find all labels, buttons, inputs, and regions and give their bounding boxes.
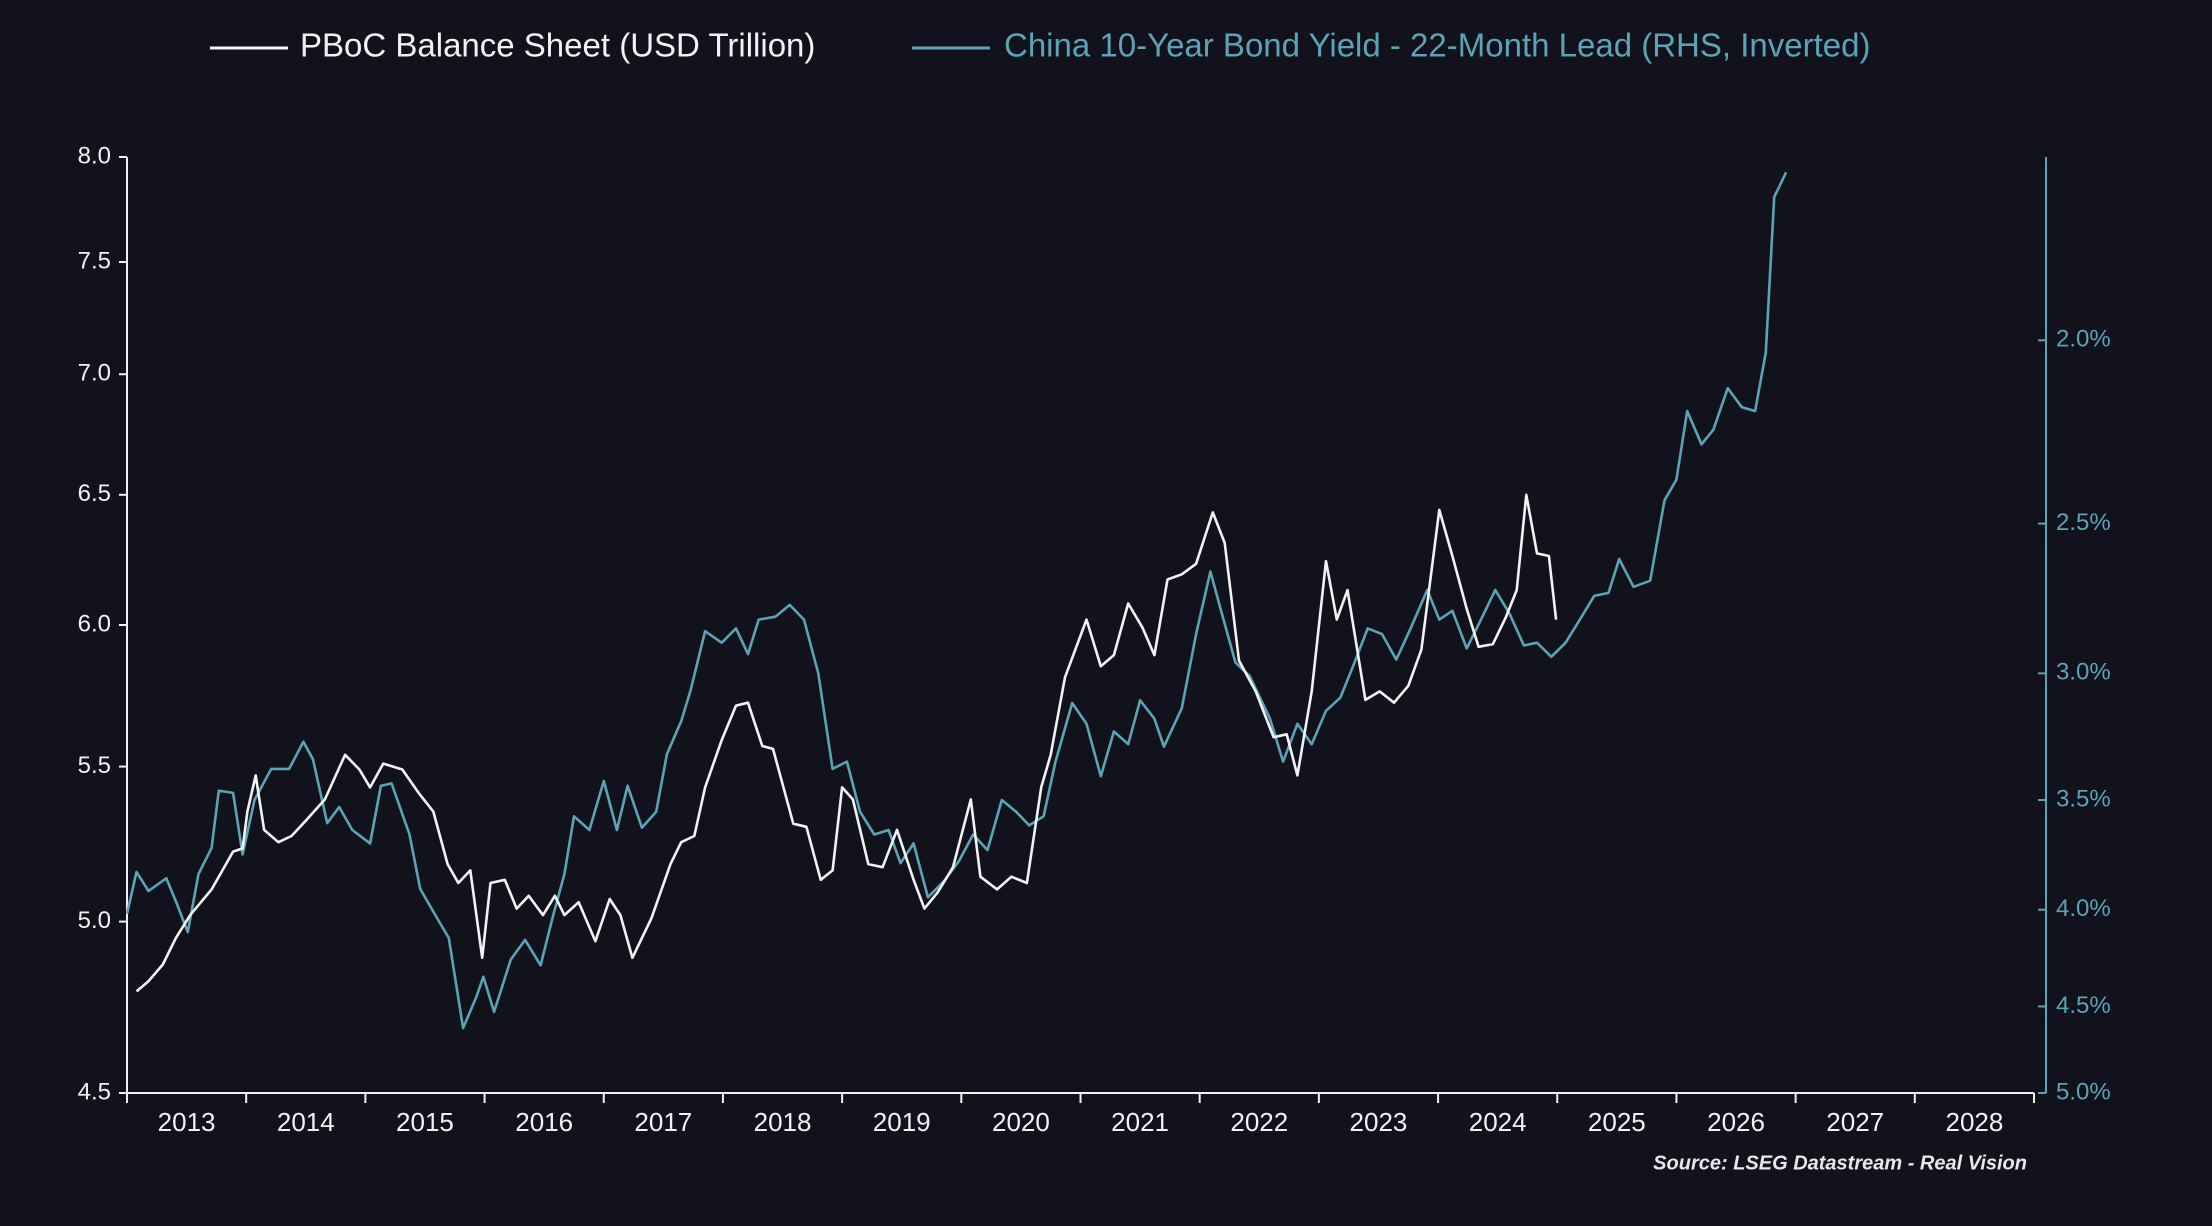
y-tick-label: 6.5 — [78, 480, 111, 507]
y2-tick-label: 3.5% — [2056, 785, 2111, 812]
x-tick-label: 2013 — [158, 1107, 216, 1137]
legend-label: PBoC Balance Sheet (USD Trillion) — [300, 27, 815, 64]
y2-tick-label: 2.0% — [2056, 326, 2111, 353]
y2-tick-label: 5.0% — [2056, 1078, 2111, 1105]
x-tick-label: 2015 — [396, 1107, 454, 1137]
x-tick-label: 2019 — [873, 1107, 931, 1137]
source-note: Source: LSEG Datastream - Real Vision — [1653, 1152, 2027, 1174]
x-tick-label: 2026 — [1707, 1107, 1765, 1137]
y-tick-label: 5.5 — [78, 752, 111, 779]
x-tick-label: 2016 — [515, 1107, 573, 1137]
y2-tick-label: 2.5% — [2056, 509, 2111, 536]
y-tick-label: 7.0 — [78, 360, 111, 387]
x-tick-label: 2028 — [1945, 1107, 2003, 1137]
legend-label: China 10-Year Bond Yield - 22-Month Lead… — [1004, 27, 1870, 64]
x-tick-label: 2021 — [1111, 1107, 1169, 1137]
y-tick-label: 8.0 — [78, 142, 111, 169]
y-tick-label: 5.0 — [78, 907, 111, 934]
y-tick-label: 6.0 — [78, 610, 111, 637]
y-tick-label: 7.5 — [78, 247, 111, 274]
x-tick-label: 2020 — [992, 1107, 1050, 1137]
x-tick-label: 2027 — [1826, 1107, 1884, 1137]
y2-tick-label: 4.0% — [2056, 895, 2111, 922]
y-tick-label: 4.5 — [78, 1078, 111, 1105]
x-tick-label: 2022 — [1230, 1107, 1288, 1137]
y2-tick-label: 3.0% — [2056, 659, 2111, 686]
y2-tick-label: 4.5% — [2056, 992, 2111, 1019]
series-line — [135, 493, 1558, 993]
x-tick-label: 2018 — [754, 1107, 812, 1137]
x-tick-label: 2023 — [1350, 1107, 1408, 1137]
x-tick-label: 2025 — [1588, 1107, 1646, 1137]
series-line — [125, 171, 1788, 1030]
x-tick-label: 2014 — [277, 1107, 335, 1137]
x-tick-label: 2024 — [1469, 1107, 1527, 1137]
x-tick-label: 2017 — [634, 1107, 692, 1137]
